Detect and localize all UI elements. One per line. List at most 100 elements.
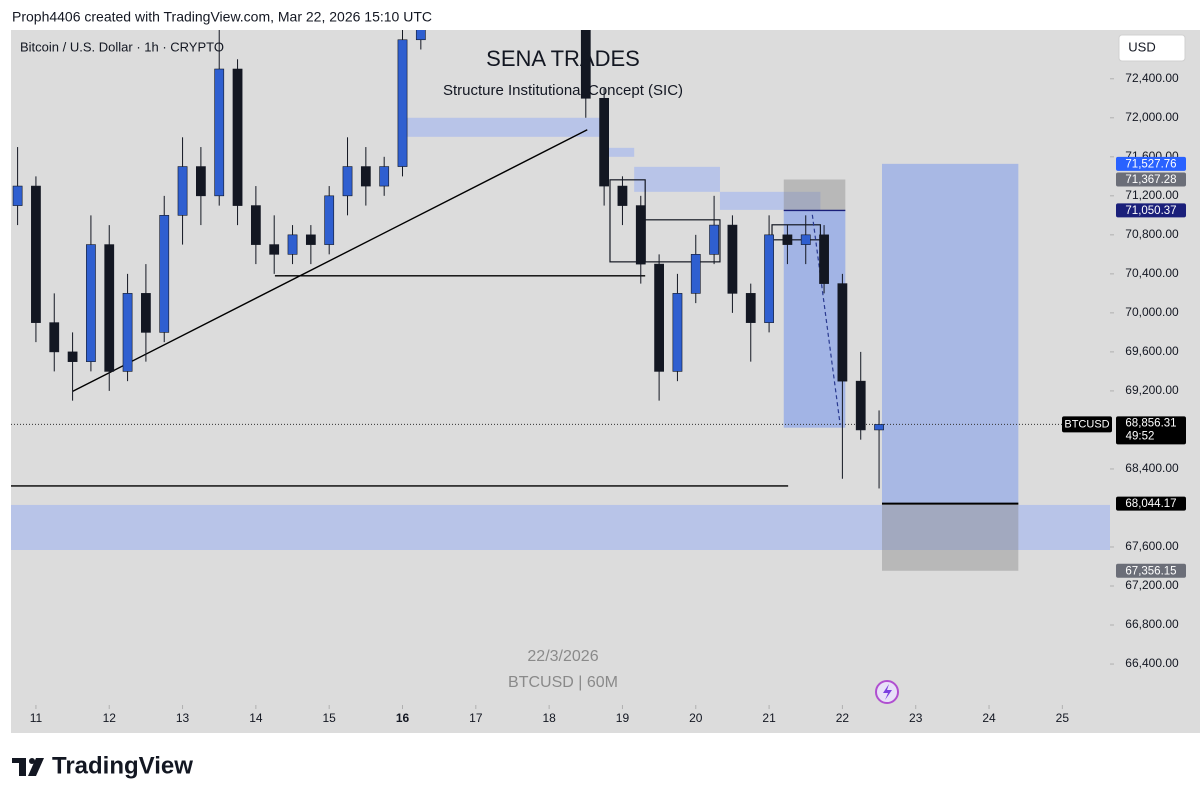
symbol-tag-label: BTCUSD [1064,418,1109,430]
x-tick-label: 15 [323,711,337,725]
price-badge [1116,172,1186,187]
brand: TradingView [52,752,193,779]
candle-body [745,293,756,323]
candle-body [874,424,884,431]
zone [783,210,846,428]
candle-body [580,30,591,99]
zone [604,147,635,157]
zone [398,117,605,137]
price-badge-label: 67,356.15 [1125,565,1176,577]
position-stop [881,503,1019,571]
candle-body [415,30,426,41]
candle-body [764,234,774,323]
x-tick-label: 17 [469,711,483,725]
brand-logo [12,758,44,776]
currency-box[interactable] [1118,34,1186,62]
price-badge [1116,203,1186,218]
price-badge-label: 71,050.37 [1125,205,1176,217]
y-tick-label: 72,400.00 [1125,71,1179,85]
price-badge-label: 71,367.28 [1125,174,1176,186]
x-tick-label: 11 [30,711,43,725]
zone [719,191,821,210]
candle-body [232,68,243,206]
candle-body [12,185,23,206]
y-tick-label: 67,600.00 [1125,539,1179,553]
candle-body [709,224,719,255]
candle-body [360,166,371,187]
candle-body [324,195,335,245]
countdown: 49:52 [1126,430,1155,442]
x-tick-label: 24 [982,711,996,725]
y-tick-label: 66,400.00 [1125,656,1179,670]
candle-body [196,166,206,197]
candle-body [305,234,316,245]
date-watermark: 22/3/2026 [527,648,598,665]
sparkle-icon[interactable] [875,680,899,704]
candle-body [250,205,261,245]
candle-body [397,39,408,167]
x-tick-label: 22 [836,711,850,725]
candle-body [122,293,133,372]
price-badge-label: 68,044.17 [1125,498,1176,510]
candle-body [617,185,628,206]
price-badge [1116,156,1186,171]
candle-body [287,234,298,255]
price-badge-label: 71,527.76 [1125,158,1176,170]
candle-body [177,166,188,216]
plot [11,30,1110,571]
credit: Proph4406 created with TradingView.com, … [12,9,432,25]
x-tick-label: 19 [616,711,630,725]
y-tick-label: 66,800.00 [1125,617,1179,631]
position-target [881,163,1019,504]
candle-body [269,244,280,255]
x-tick-label: 20 [689,711,703,725]
drawing-line [811,214,841,426]
outline-box [771,224,822,241]
x-tick-label: 25 [1056,711,1070,725]
y-tick-label: 69,200.00 [1125,383,1179,397]
y-tick-label: 72,000.00 [1125,110,1179,124]
candle-body [654,263,664,372]
currency[interactable]: USD [1128,39,1155,54]
x-tick-label: 14 [249,711,263,725]
candle-body [342,166,353,197]
candle-body [837,283,848,382]
candle-body [49,322,60,353]
last-price-label: 68,856.31 [1125,417,1176,429]
candle-body [855,380,866,431]
candle-body [727,224,738,294]
zone [11,504,1110,551]
candle-body [141,293,151,333]
symbol-watermark: BTCUSD | 60M [508,674,618,691]
x-tick-label: 21 [762,711,776,725]
y-tick-label: 67,200.00 [1125,578,1179,592]
x-tick-label: 23 [909,711,923,725]
candle-body [672,293,683,372]
candle-body [67,351,78,362]
x-tick-label: 16 [396,711,410,725]
candle-body [86,244,96,362]
drawing-line [72,129,588,393]
candle-body [782,234,793,245]
y-tick-label: 70,000.00 [1125,305,1179,319]
candle-body [635,205,646,265]
last-price-badge [1116,416,1186,445]
candle-body [104,244,115,372]
candle-body [800,234,811,245]
x-tick-label: 18 [542,711,556,725]
chart-subtitle: Structure Institutional Concept (SIC) [443,82,683,99]
candle-body [379,166,390,187]
chart-title: SENA TRADES [486,46,640,71]
price-badge [1116,563,1186,578]
y-tick-label: 70,400.00 [1125,266,1179,280]
y-tick-label: 71,200.00 [1125,188,1179,202]
y-tick-label: 68,400.00 [1125,461,1179,475]
y-tick-label: 70,800.00 [1125,227,1179,241]
x-tick-label: 13 [176,711,190,725]
x-tick-label: 12 [103,711,117,725]
candle-body [31,185,41,323]
symbol-tag [1062,416,1112,433]
y-tick-label: 69,600.00 [1125,344,1179,358]
zone [783,179,846,211]
